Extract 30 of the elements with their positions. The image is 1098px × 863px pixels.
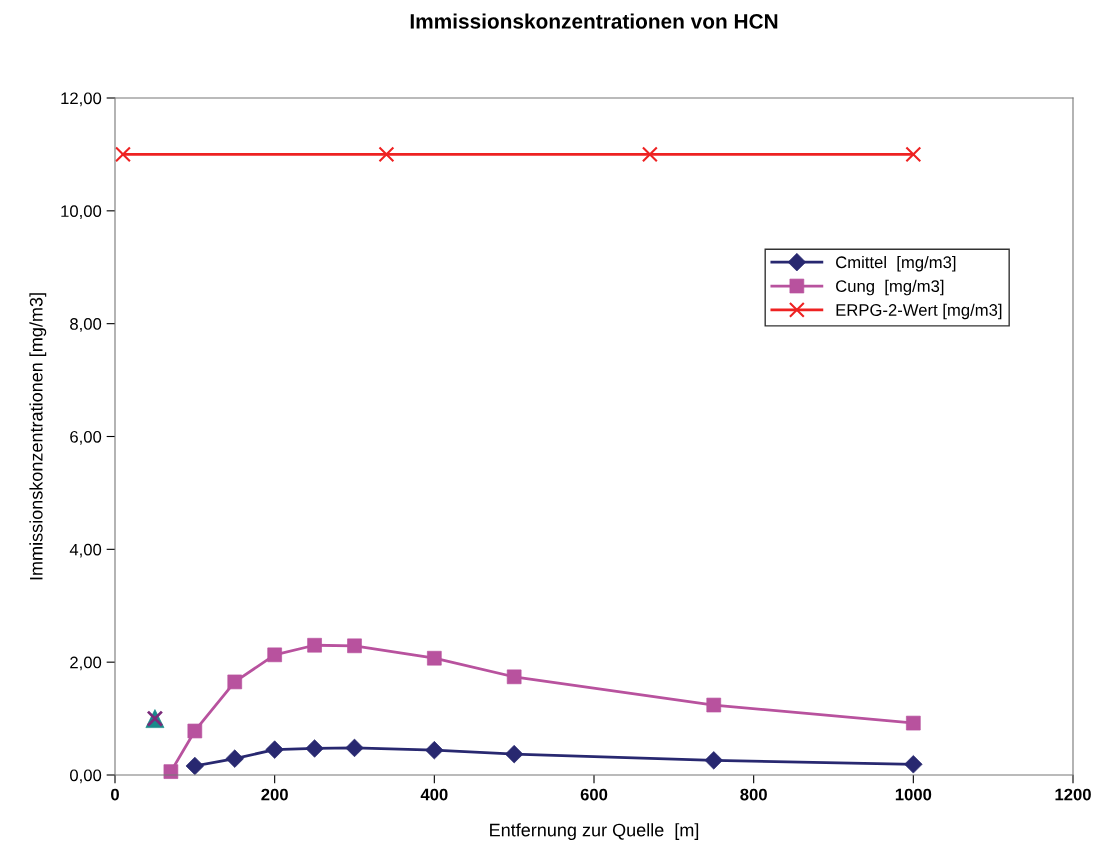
- point: [345, 738, 364, 758]
- x-tick-label: 200: [261, 788, 288, 801]
- y-axis-title: Immissionskonzentrationen [mg/m3]: [29, 293, 47, 580]
- x-tick-label: 800: [740, 788, 767, 801]
- point: [906, 715, 921, 731]
- chart-title: Immissionskonzentrationen von HCN: [410, 13, 778, 29]
- point: [267, 647, 282, 663]
- y-tick-label: 0,00: [70, 769, 102, 784]
- point: [641, 146, 658, 163]
- x-tick-label: 400: [420, 788, 448, 801]
- legend-label: ERPG-2-Wert [mg/m3]: [836, 303, 1002, 320]
- point: [706, 697, 722, 713]
- x-tick-label: 600: [580, 788, 608, 801]
- x-tick-label: 1200: [1055, 788, 1091, 801]
- legend-label: Cung [mg/m3]: [836, 279, 944, 296]
- point: [227, 674, 243, 690]
- point: [378, 146, 395, 163]
- y-tick-label: 4,00: [69, 543, 102, 558]
- legend-label: Cmittel [mg/m3]: [836, 255, 956, 272]
- y-tick-label: 6,00: [70, 430, 102, 445]
- x-tick-label: 1000: [895, 788, 932, 801]
- x-axis-title: Entfernung zur Quelle [m]: [490, 823, 699, 841]
- point: [187, 723, 203, 739]
- y-tick-label: 10,00: [61, 205, 102, 220]
- y-tick-label: 8,00: [70, 318, 102, 332]
- point: [115, 146, 131, 163]
- point: [905, 146, 922, 163]
- y-tick-label: 12,00: [61, 92, 102, 107]
- x-tick-label: 0: [111, 788, 119, 801]
- y-tick-label: 2,00: [70, 656, 102, 671]
